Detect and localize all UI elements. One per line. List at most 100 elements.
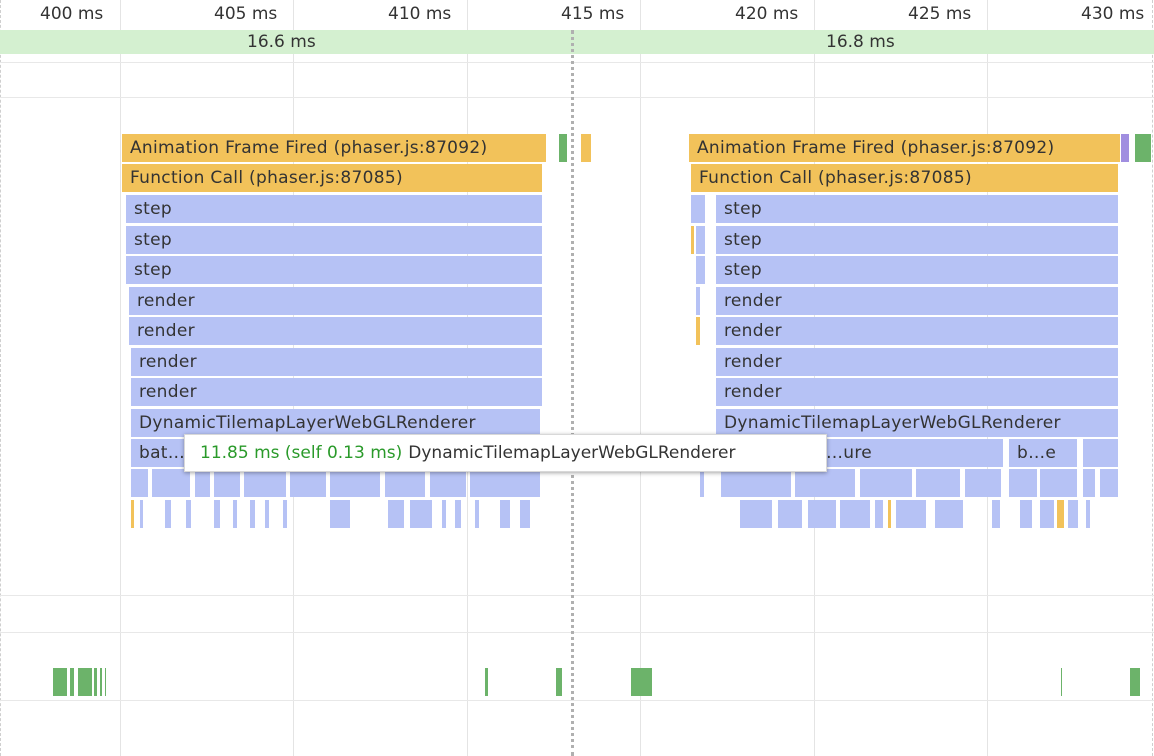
frame-duration[interactable]: 16.6 ms	[247, 32, 316, 52]
event-step[interactable]: step	[126, 226, 542, 254]
event-child[interactable]	[283, 500, 287, 528]
event-child[interactable]	[1040, 469, 1077, 497]
event-child[interactable]	[721, 469, 791, 497]
event-child[interactable]	[244, 469, 286, 497]
paint-event[interactable]	[631, 668, 652, 696]
event-child[interactable]	[1040, 500, 1054, 528]
event-child[interactable]	[410, 500, 432, 528]
event-child[interactable]	[1086, 500, 1090, 528]
event-child[interactable]	[455, 500, 461, 528]
event-child[interactable]	[195, 469, 210, 497]
event-child[interactable]	[290, 469, 326, 497]
event-child[interactable]	[152, 469, 190, 497]
event-child[interactable]	[186, 500, 191, 528]
event-child[interactable]	[233, 500, 237, 528]
event-function-call[interactable]: Function Call (phaser.js:87085)	[691, 164, 1118, 192]
event-child[interactable]	[165, 500, 171, 528]
event-child[interactable]	[430, 469, 466, 497]
event-child[interactable]	[385, 469, 425, 497]
event-child[interactable]	[131, 500, 134, 528]
event-child[interactable]	[250, 500, 255, 528]
time-ruler[interactable]: 400 ms 405 ms 410 ms 415 ms 420 ms 425 m…	[0, 0, 1154, 30]
event-child[interactable]	[696, 256, 705, 284]
paint-event[interactable]	[556, 668, 562, 696]
event-step[interactable]: step	[716, 195, 1118, 223]
event-child[interactable]	[778, 500, 802, 528]
event-child[interactable]	[935, 500, 963, 528]
event-step[interactable]: step	[126, 195, 542, 223]
event-child[interactable]	[691, 226, 694, 254]
event-child[interactable]	[520, 500, 530, 528]
event-child[interactable]	[1068, 500, 1078, 528]
event-child[interactable]	[470, 469, 540, 497]
event-batch[interactable]: b…e	[1009, 439, 1077, 467]
event-child[interactable]	[992, 500, 1000, 528]
frame-duration[interactable]: 16.8 ms	[826, 32, 895, 52]
event-render[interactable]: render	[716, 287, 1118, 315]
event-child[interactable]	[840, 500, 870, 528]
event-child[interactable]	[896, 500, 926, 528]
event-child[interactable]	[442, 500, 446, 528]
event-child[interactable]	[214, 469, 240, 497]
event-child[interactable]	[888, 500, 891, 528]
event-child[interactable]	[140, 500, 143, 528]
event-paint[interactable]	[559, 134, 567, 162]
event-render[interactable]: render	[131, 348, 542, 376]
paint-event[interactable]	[94, 668, 97, 696]
event-child[interactable]	[1057, 500, 1064, 528]
event-child[interactable]	[860, 469, 912, 497]
event-render[interactable]: render	[716, 317, 1118, 345]
paint-event[interactable]	[100, 668, 102, 696]
event-child[interactable]	[1083, 469, 1095, 497]
event-function-call[interactable]: Function Call (phaser.js:87085)	[122, 164, 542, 192]
event-child[interactable]	[696, 287, 700, 315]
paint-event[interactable]	[105, 668, 106, 696]
event-child[interactable]	[265, 500, 269, 528]
event-child[interactable]	[696, 226, 705, 254]
event-child[interactable]	[1009, 469, 1037, 497]
paint-event[interactable]	[70, 668, 74, 696]
event-batch[interactable]: bat…	[131, 439, 186, 467]
event-child[interactable]	[1083, 439, 1118, 467]
event-child[interactable]	[691, 195, 705, 223]
event-child[interactable]	[740, 500, 772, 528]
event-child[interactable]	[475, 500, 479, 528]
event-child[interactable]	[696, 317, 700, 345]
event-child[interactable]	[1020, 500, 1032, 528]
event-child[interactable]	[700, 469, 704, 497]
event-script[interactable]	[581, 134, 591, 162]
event-child[interactable]	[214, 500, 220, 528]
event-child[interactable]	[808, 500, 836, 528]
tick-label: 430 ms	[1081, 4, 1145, 24]
event-child[interactable]	[916, 469, 960, 497]
paint-event[interactable]	[1061, 668, 1062, 696]
event-render[interactable]: render	[129, 317, 542, 345]
event-child[interactable]	[500, 500, 510, 528]
paint-event[interactable]	[485, 668, 488, 696]
event-child[interactable]	[388, 500, 404, 528]
paint-event[interactable]	[53, 668, 67, 696]
event-child[interactable]	[965, 469, 1001, 497]
event-dynamic-tilemap-renderer[interactable]: DynamicTilemapLayerWebGLRenderer	[131, 409, 540, 437]
event-render[interactable]	[1121, 134, 1129, 162]
event-child[interactable]	[330, 469, 380, 497]
event-child[interactable]	[875, 500, 883, 528]
event-render[interactable]: render	[129, 287, 542, 315]
event-render[interactable]: render	[716, 348, 1118, 376]
event-step[interactable]: step	[126, 256, 542, 284]
event-paint[interactable]	[1135, 134, 1151, 162]
event-step[interactable]: step	[716, 226, 1118, 254]
event-animation-frame-fired[interactable]: Animation Frame Fired (phaser.js:87092)	[689, 134, 1120, 162]
event-child[interactable]	[1100, 469, 1118, 497]
event-dynamic-tilemap-renderer[interactable]: DynamicTilemapLayerWebGLRenderer	[716, 409, 1118, 437]
event-step[interactable]: step	[716, 256, 1118, 284]
event-render[interactable]: render	[716, 378, 1118, 406]
paint-event[interactable]	[1130, 668, 1140, 696]
event-animation-frame-fired[interactable]: Animation Frame Fired (phaser.js:87092)	[122, 134, 546, 162]
event-child[interactable]	[795, 469, 855, 497]
event-render[interactable]: render	[131, 378, 542, 406]
event-child[interactable]	[330, 500, 350, 528]
event-child[interactable]	[131, 469, 148, 497]
paint-event[interactable]	[78, 668, 92, 696]
frames-track[interactable]: 16.6 ms 16.8 ms	[0, 30, 1154, 54]
